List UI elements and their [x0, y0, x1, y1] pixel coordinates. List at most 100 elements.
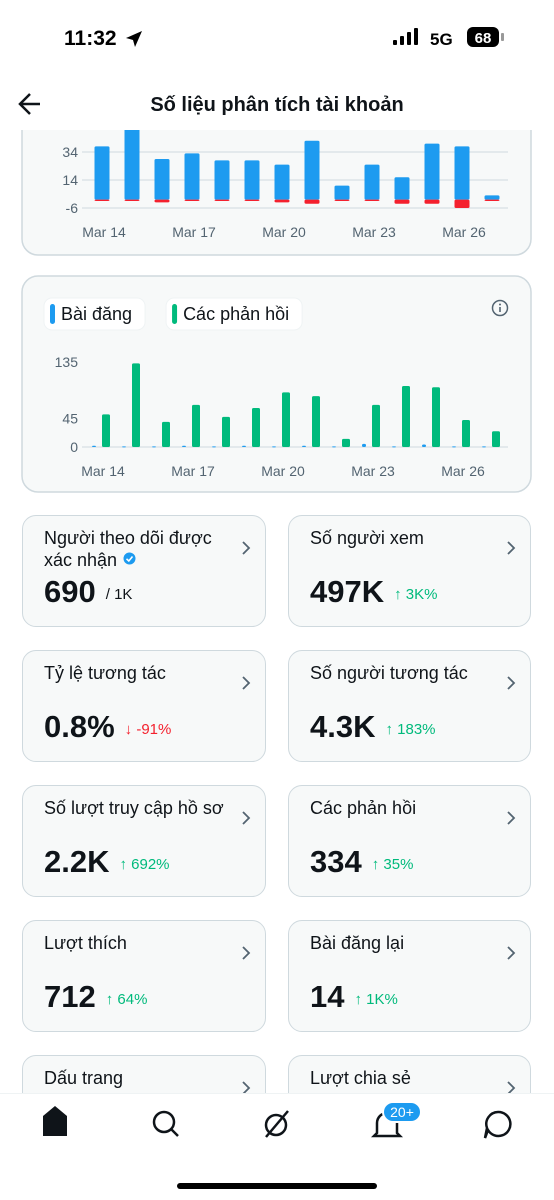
- back-button[interactable]: [18, 93, 40, 115]
- bar: [454, 146, 470, 200]
- bar: [214, 199, 230, 201]
- chevron-icon: [242, 811, 251, 825]
- battery-level: 68: [475, 30, 492, 47]
- y-tick-label: 0: [70, 439, 78, 455]
- card-label: Lượt thích: [44, 933, 234, 954]
- label-text: Số người tương tác: [310, 663, 468, 683]
- x-tick-label: Mar 20: [262, 224, 306, 240]
- card-value: 2.2K ↑ 692%: [44, 844, 170, 880]
- bar: [154, 199, 170, 203]
- label-text: Người theo dõi được xác nhận: [44, 528, 212, 570]
- bar: [152, 446, 156, 448]
- bar: [154, 159, 170, 200]
- card-label: Số người xem: [310, 528, 500, 549]
- bar: [274, 199, 290, 203]
- bar: [132, 363, 140, 447]
- y-tick-label: 34: [62, 144, 78, 160]
- metric-card[interactable]: Số lượt truy cập hồ sơ 2.2K ↑ 692%: [22, 785, 266, 897]
- x-tick-label: Mar 26: [442, 224, 486, 240]
- chevron: [241, 810, 251, 831]
- metric-card[interactable]: Tỷ lệ tương tác 0.8% ↓ -91%: [22, 650, 266, 762]
- label-text: Tỷ lệ tương tác: [44, 663, 166, 683]
- bar: [484, 195, 500, 200]
- time: 11:32: [64, 27, 117, 50]
- bar: [242, 445, 246, 447]
- label-text: Lượt chia sẻ: [310, 1068, 411, 1088]
- y-tick-label: 45: [62, 411, 78, 427]
- search-tab[interactable]: [152, 1110, 179, 1137]
- chevron-icon: [242, 541, 251, 555]
- legend-pill: [43, 297, 146, 331]
- metric-card[interactable]: Người theo dõi được xác nhận 690 / 1K: [22, 515, 266, 627]
- unit: / 1K: [105, 586, 133, 603]
- card-value: 497K ↑ 3K%: [310, 574, 437, 610]
- card-value: 14 ↑ 1K%: [310, 979, 398, 1015]
- bar: [184, 199, 200, 201]
- card-label: Dấu trang: [44, 1068, 234, 1089]
- chevron-icon: [507, 811, 516, 825]
- x-tick-label: Mar 20: [261, 463, 305, 479]
- messages-tab[interactable]: [483, 1110, 512, 1139]
- legend-item: [43, 297, 146, 331]
- label-text: Các phản hồi: [310, 798, 417, 818]
- label-text: Lượt thích: [44, 933, 127, 953]
- bar: [432, 387, 440, 447]
- value-text: 712: [44, 979, 96, 1014]
- card-label: Bài đăng lại: [310, 933, 500, 954]
- metric-card[interactable]: Bài đăng lại 14 ↑ 1K%: [288, 920, 531, 1032]
- grok-tab[interactable]: [264, 1110, 289, 1138]
- card-value: 4.3K ↑ 183%: [310, 709, 436, 745]
- value-text: 497K: [310, 574, 385, 609]
- top-bar: 11:32 5G 68 Số liệu phân tích tài khoản: [0, 0, 554, 130]
- metric-card[interactable]: Lượt thích 712 ↑ 64%: [22, 920, 266, 1032]
- card-label: Số lượt truy cập hồ sơ: [44, 798, 234, 819]
- legend-label: Các phản hồi: [183, 304, 289, 324]
- value-text: 0.8%: [44, 709, 115, 744]
- chevron: [241, 540, 251, 561]
- chevron: [506, 675, 516, 696]
- bar: [182, 445, 186, 447]
- label-text: Số người xem: [310, 528, 424, 548]
- change: ↑ 183%: [385, 721, 436, 738]
- y-tick-label: -6: [66, 200, 79, 216]
- bar: [252, 408, 260, 447]
- y-tick-label: 14: [62, 172, 78, 188]
- card-label: Người theo dõi được xác nhận: [44, 528, 234, 571]
- bar: [192, 404, 200, 447]
- bar: [422, 444, 426, 447]
- bar: [162, 421, 170, 447]
- chevron: [241, 675, 251, 696]
- bar: [222, 416, 230, 447]
- chevron-icon: [242, 946, 251, 960]
- notifications-tab[interactable]: 20+: [370, 1101, 422, 1138]
- card-label: Các phản hồi: [310, 798, 500, 819]
- bar: [362, 443, 366, 447]
- bar: [212, 446, 216, 448]
- x-tick-label: Mar 14: [82, 224, 126, 240]
- bar: [244, 160, 260, 200]
- metric-card[interactable]: Các phản hồi 334 ↑ 35%: [288, 785, 531, 897]
- bar: [272, 446, 276, 448]
- bar: [462, 419, 470, 447]
- label-text: Số lượt truy cập hồ sơ: [44, 798, 224, 818]
- chevron: [506, 1080, 516, 1101]
- legend-item: [165, 297, 303, 331]
- home-tab[interactable]: [43, 1106, 67, 1136]
- bar: [334, 185, 350, 200]
- chevron: [506, 810, 516, 831]
- network: 5G: [430, 30, 453, 49]
- chevron-icon: [507, 1081, 516, 1095]
- bar: [364, 199, 380, 201]
- verified-badge: [123, 552, 136, 565]
- x-tick-label: Mar 17: [172, 224, 216, 240]
- metric-card[interactable]: Số người xem 497K ↑ 3K%: [288, 515, 531, 627]
- info-icon[interactable]: [491, 299, 509, 317]
- bar: [124, 126, 140, 200]
- bar: [364, 164, 380, 200]
- bar: [302, 445, 306, 447]
- metric-card[interactable]: Số người tương tác 4.3K ↑ 183%: [288, 650, 531, 762]
- value-text: 4.3K: [310, 709, 376, 744]
- badge: 20+: [390, 1104, 414, 1120]
- card-value: 0.8% ↓ -91%: [44, 709, 171, 745]
- bottom-nav: 20+: [0, 1093, 554, 1200]
